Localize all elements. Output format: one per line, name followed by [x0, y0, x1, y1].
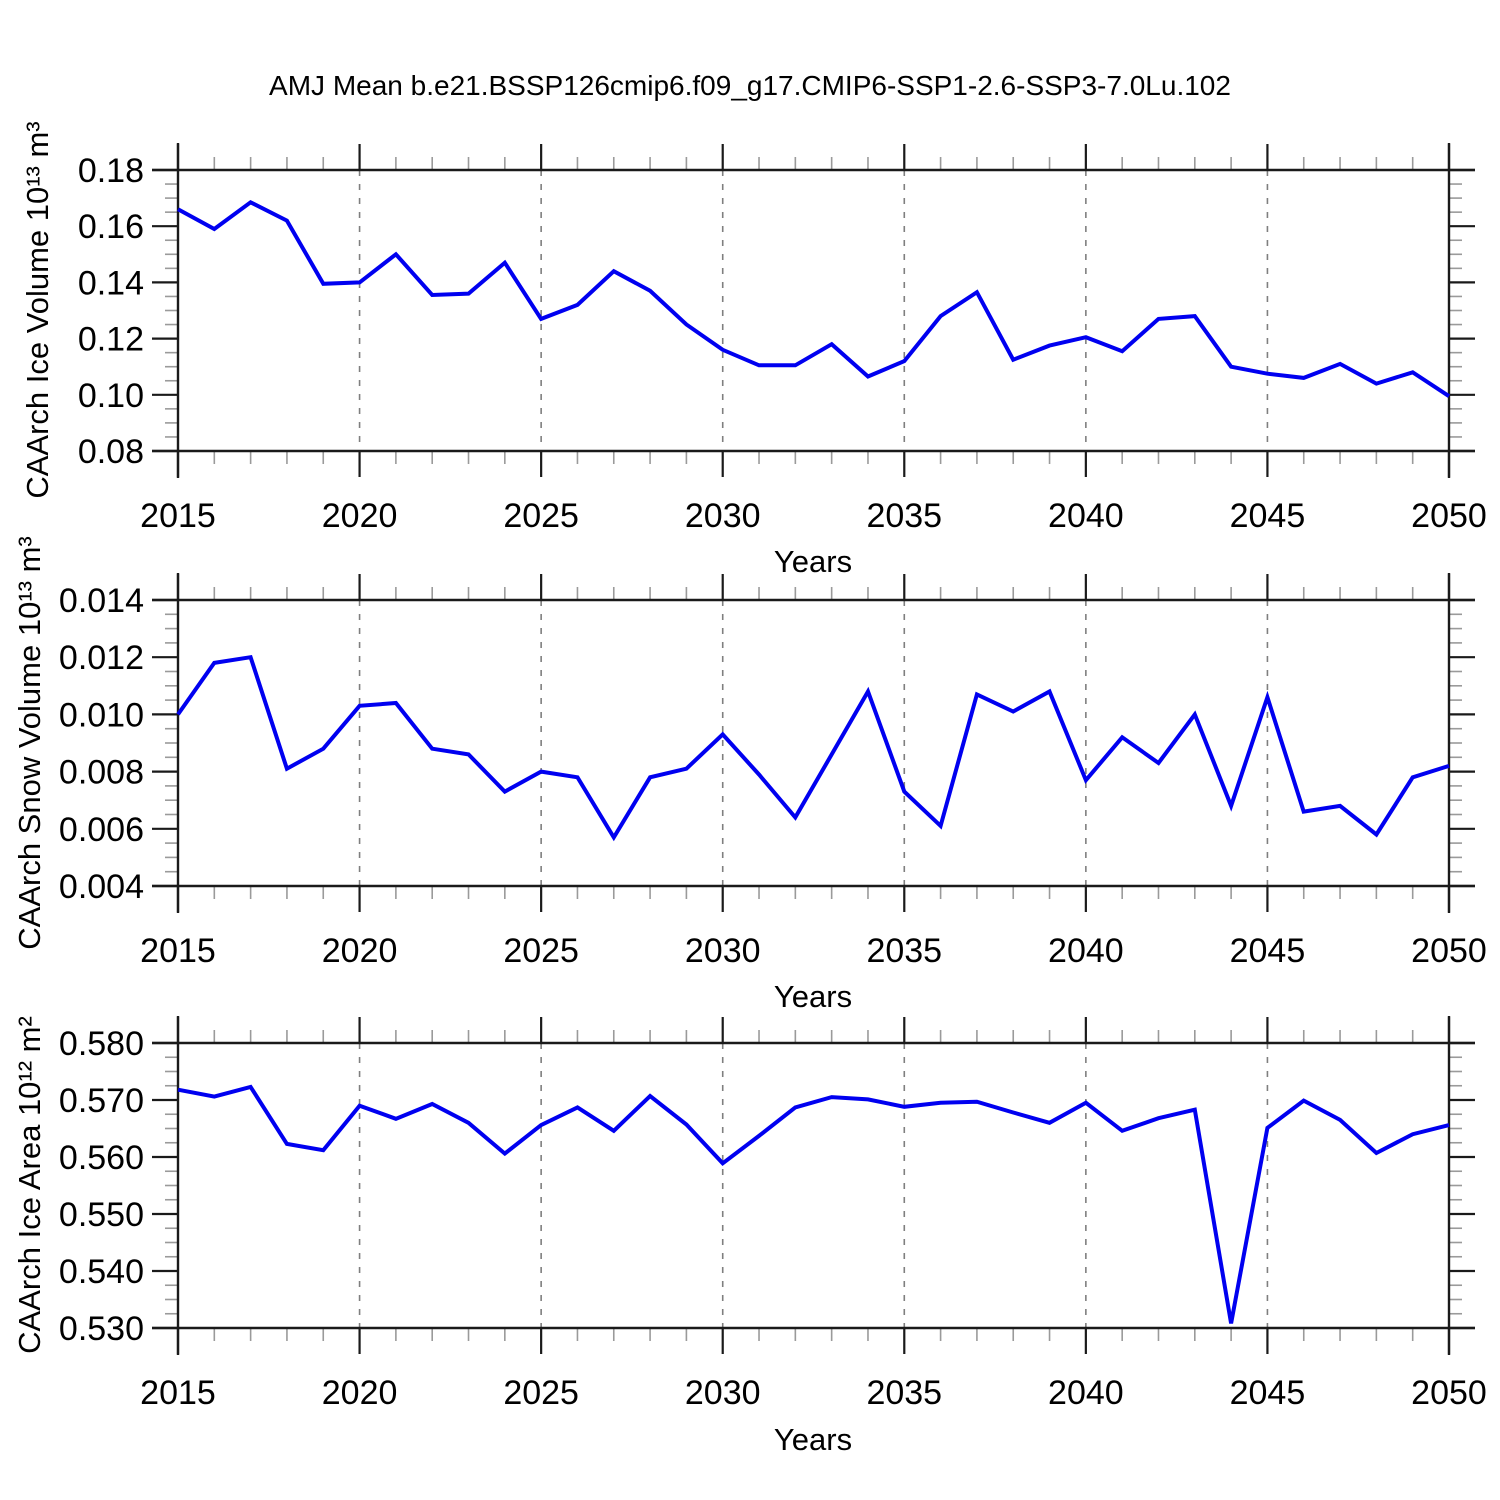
y-tick-label: 0.14 [78, 264, 144, 302]
x-tick-label: 2025 [503, 932, 579, 970]
y-tick-label: 0.10 [78, 377, 144, 415]
gridlines [358, 1043, 1269, 1328]
y-tick-label: 0.540 [59, 1253, 144, 1291]
y-tick-label: 0.12 [78, 321, 144, 359]
x-tick-label: 2045 [1230, 1374, 1306, 1412]
plot-frame [152, 143, 1475, 478]
y-tick-label: 0.006 [59, 811, 144, 849]
x-tick-label: 2045 [1230, 932, 1306, 970]
y-tick-label: 0.014 [59, 582, 144, 620]
y-tick-label: 0.570 [59, 1082, 144, 1120]
y-tick-label: 0.530 [59, 1310, 144, 1348]
y-tick-label: 0.08 [78, 433, 144, 471]
x-tick-label: 2030 [685, 1374, 761, 1412]
y-tick-label: 0.004 [59, 868, 144, 906]
x-tick-label: 2020 [322, 1374, 398, 1412]
x-tick-label: 2050 [1411, 932, 1487, 970]
y-tick-label: 0.008 [59, 754, 144, 792]
x-tick-label: 2015 [140, 932, 216, 970]
panel-1-caarch-ice-volume: 0.08 0.10 0.12 0.14 0.16 0.18 2015 2020 2025 2030… [78, 143, 1487, 535]
x-tick-label: 2040 [1048, 932, 1124, 970]
x-tick-label: 2035 [866, 1374, 942, 1412]
gridlines [358, 600, 1269, 886]
y-axis-title-ice-volume: CAArch Ice Volume 10¹³ m³ [20, 121, 55, 499]
x-tick-label: 2015 [140, 497, 216, 535]
y-tick-label: 0.560 [59, 1139, 144, 1177]
series-line [177, 199, 1451, 398]
series-line [177, 1084, 1450, 1324]
x-tick-label: 2020 [322, 497, 398, 535]
ticks [152, 144, 1475, 477]
x-axis-title-panel-2: Years [773, 979, 853, 1014]
x-tick-label: 2050 [1411, 497, 1487, 535]
x-tick-label: 2025 [503, 497, 579, 535]
panel-2-caarch-snow-volume: 0.004 0.006 0.008 0.010 0.012 0.014 2015 2020 20… [59, 573, 1487, 970]
chart-title: AMJ Mean b.e21.BSSP126cmip6.f09_g17.CMIP… [269, 70, 1231, 101]
axis-tick-labels: 0.08 0.10 0.12 0.14 0.16 0.18 2015 2020 2025 2030… [78, 152, 1487, 535]
x-tick-label: 2045 [1230, 497, 1306, 535]
ticks [152, 1017, 1475, 1354]
x-tick-label: 2025 [503, 1374, 579, 1412]
ticks [152, 574, 1475, 912]
x-tick-label: 2040 [1048, 497, 1124, 535]
panel-3-caarch-ice-area: 0.530 0.540 0.550 0.560 0.570 0.580 2015 2020 20… [59, 1016, 1487, 1412]
axis-tick-labels: 0.530 0.540 0.550 0.560 0.570 0.580 2015 2020 20… [59, 1025, 1487, 1412]
y-tick-label: 0.550 [59, 1196, 144, 1234]
x-tick-label: 2030 [685, 932, 761, 970]
y-tick-label: 0.16 [78, 208, 144, 246]
gridlines [358, 170, 1269, 451]
y-tick-label: 0.012 [59, 639, 144, 677]
plot-frame [152, 1016, 1475, 1355]
y-axis-title-snow-volume: CAArch Snow Volume 10¹³ m³ [12, 536, 47, 950]
series-line [176, 654, 1450, 842]
y-tick-label: 0.010 [59, 696, 144, 734]
x-tick-label: 2015 [140, 1374, 216, 1412]
x-axis-title-panel-1: Years [773, 544, 853, 579]
x-tick-label: 2035 [866, 932, 942, 970]
y-tick-label: 0.580 [59, 1025, 144, 1063]
x-tick-label: 2050 [1411, 1374, 1487, 1412]
y-tick-label: 0.18 [78, 152, 144, 190]
x-tick-label: 2040 [1048, 1374, 1124, 1412]
x-tick-label: 2030 [685, 497, 761, 535]
x-tick-label: 2035 [866, 497, 942, 535]
x-axis-title-panel-3: Years [773, 1422, 853, 1457]
axis-tick-labels: 0.004 0.006 0.008 0.010 0.012 0.014 2015 2020 20… [59, 582, 1487, 970]
x-tick-label: 2020 [322, 932, 398, 970]
y-axis-title-ice-area: CAArch Ice Area 10¹² m² [12, 1016, 47, 1354]
plot-frame [152, 573, 1475, 913]
